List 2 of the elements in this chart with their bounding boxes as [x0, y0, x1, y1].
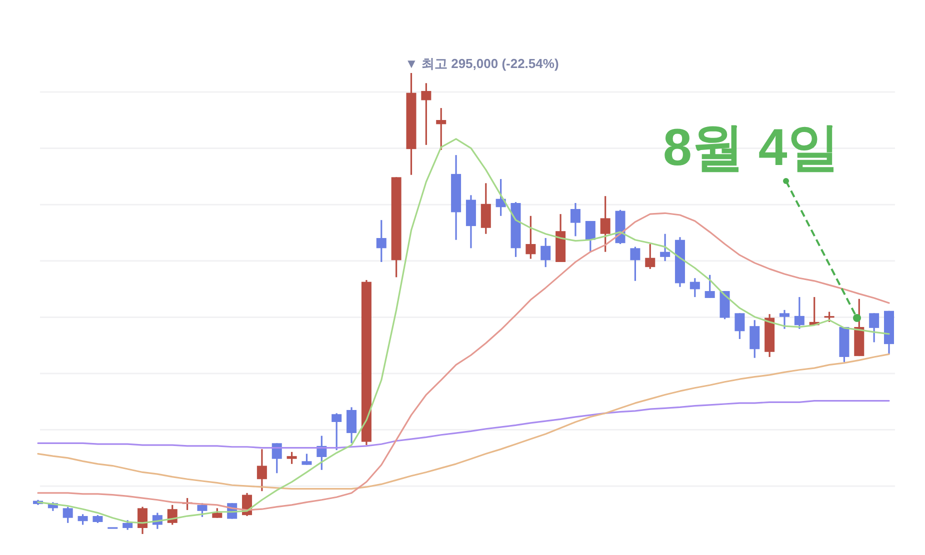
annotation: 8월 4일: [663, 119, 840, 177]
annotation: ▼ 최고 295,000 (-22.54%): [405, 56, 559, 71]
